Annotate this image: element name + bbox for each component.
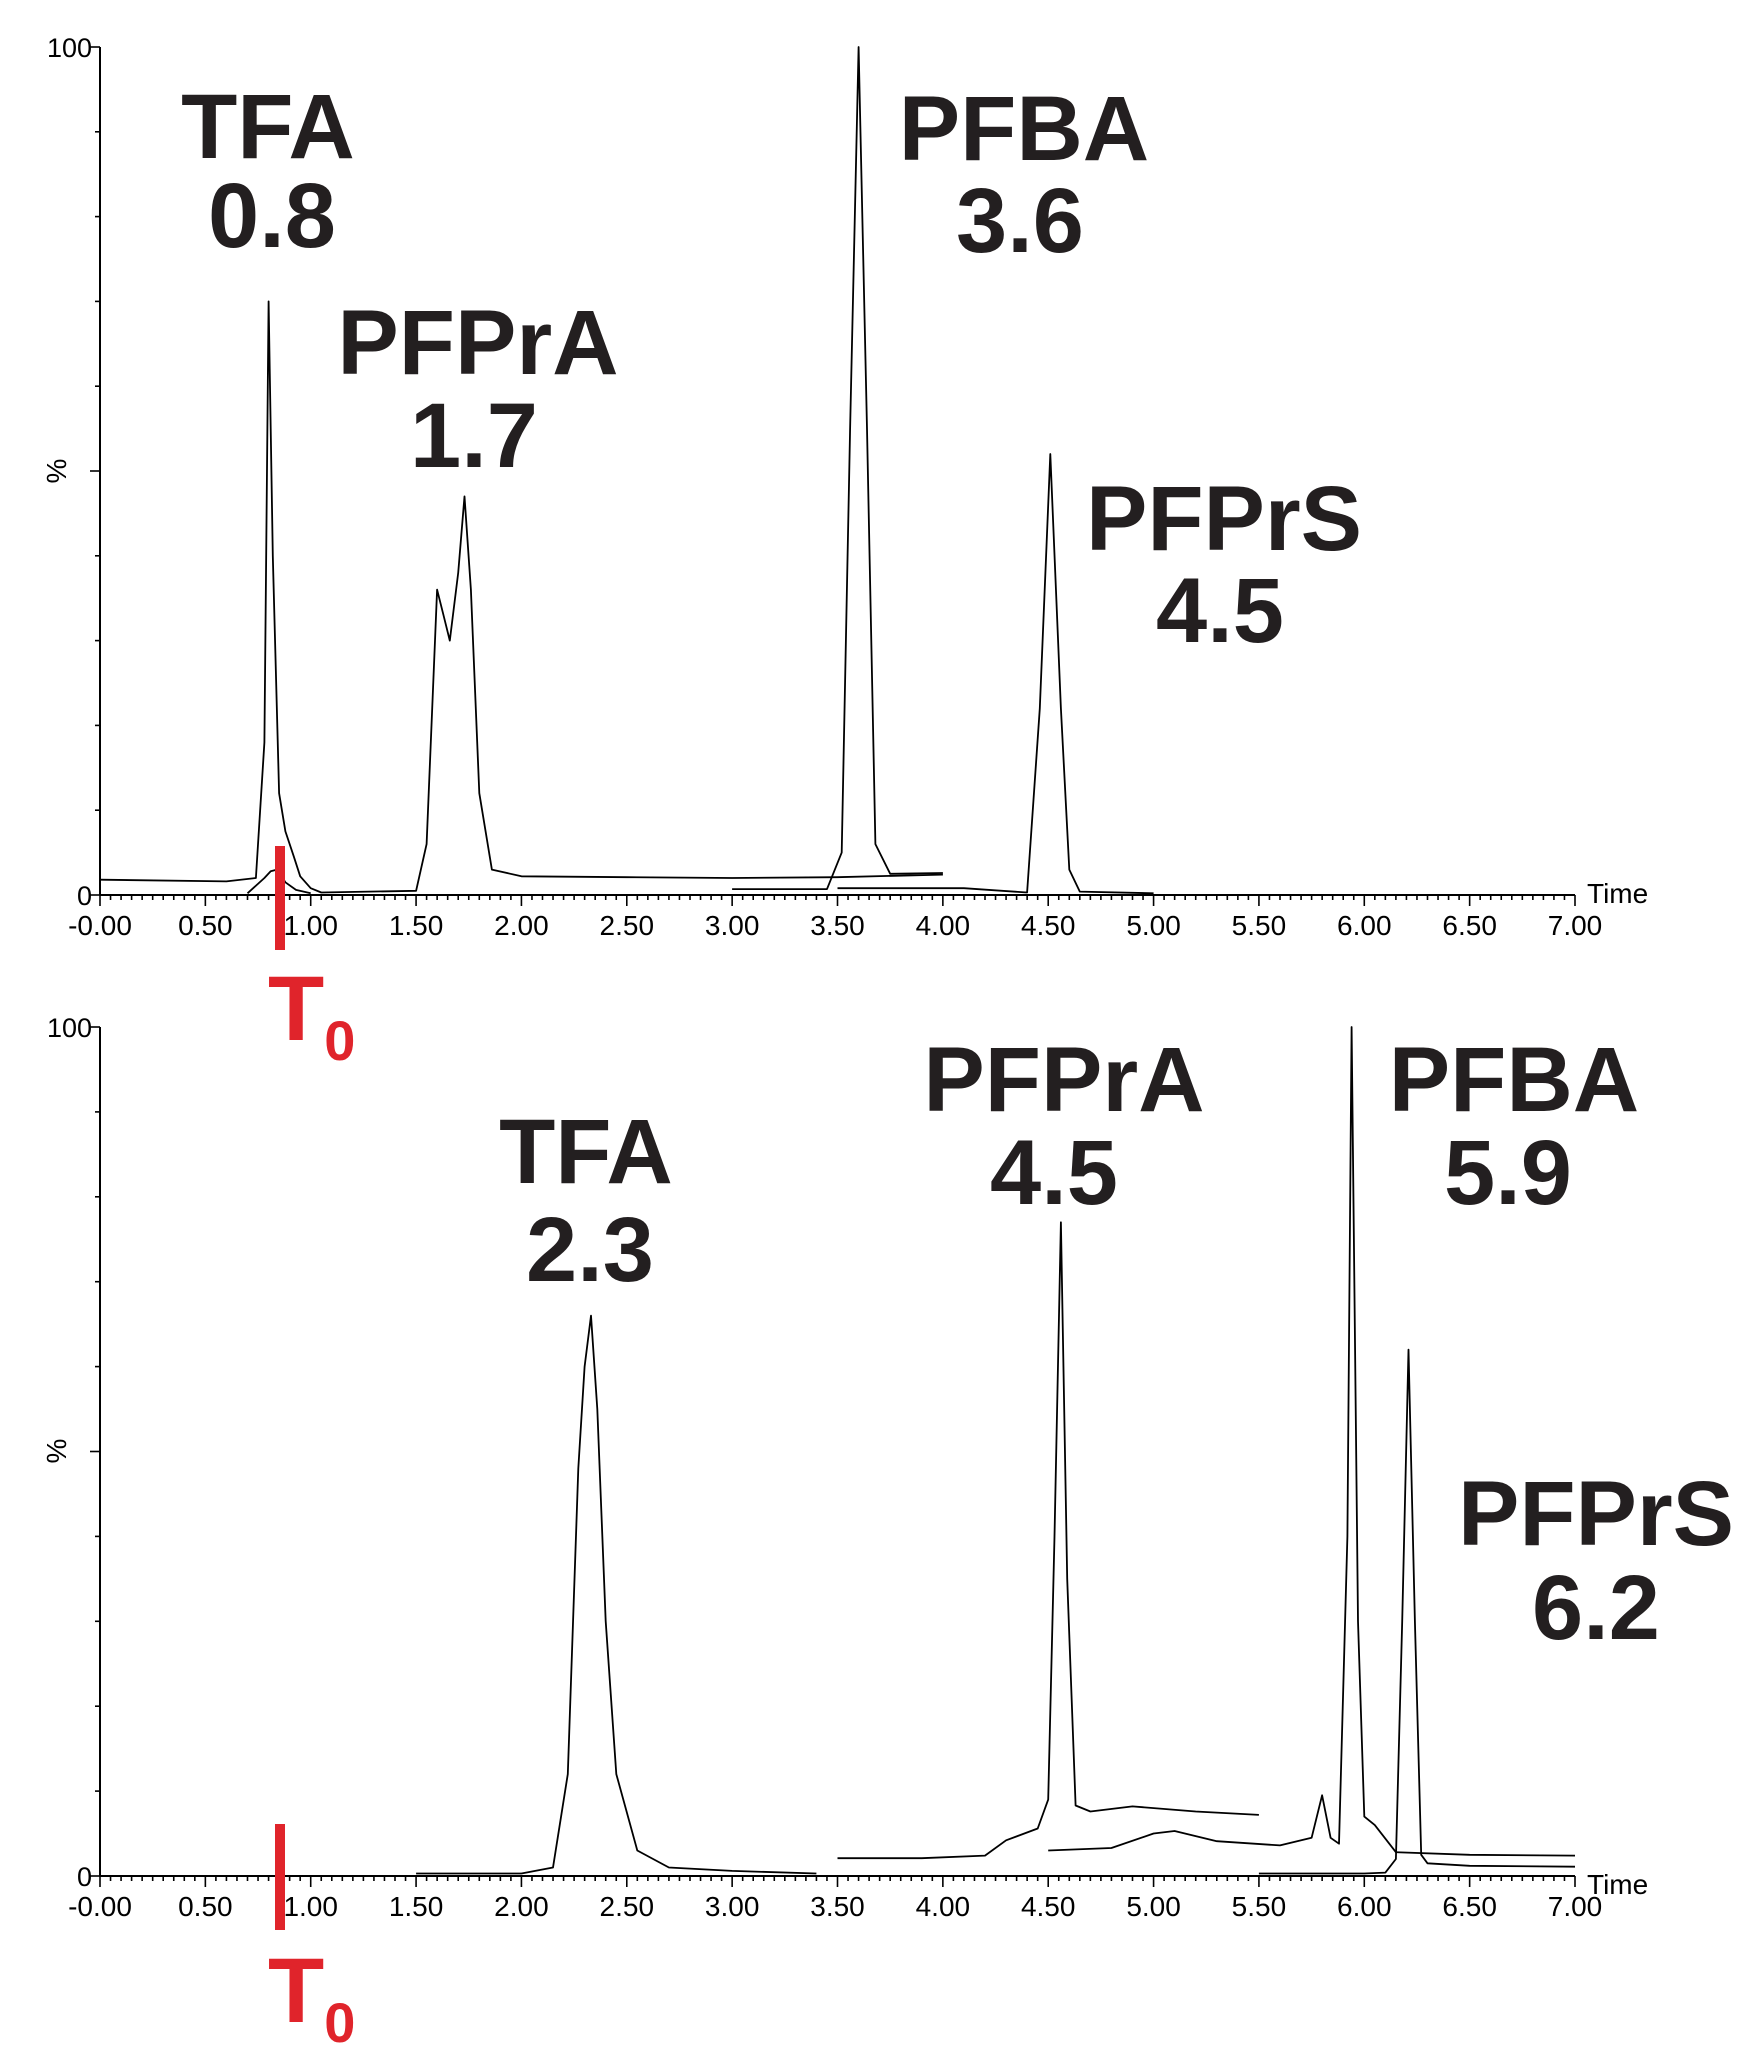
peak-rt: 5.9 (1444, 1122, 1572, 1224)
t0-marker: T0 (268, 1824, 355, 2048)
peak-name: PFPrA (923, 1029, 1204, 1131)
x-tick-label: 3.50 (810, 1891, 865, 1922)
x-tick-label: 7.00 (1548, 1891, 1603, 1922)
t0-label: T0 (268, 958, 355, 1072)
minor-ticks (109, 1876, 1566, 1881)
x-tick-label: 1.50 (389, 910, 444, 941)
x-tick-label: -0.00 (68, 1891, 132, 1922)
peak-rt: 4.5 (990, 1122, 1118, 1224)
x-tick-label: 4.50 (1021, 910, 1076, 941)
y-tick-label-zero: 0 (77, 881, 92, 911)
x-tick-label: 1.00 (283, 1891, 338, 1922)
x-tick-label: 5.50 (1232, 1891, 1287, 1922)
x-tick-label: 2.00 (494, 910, 549, 941)
x-tick-label: 2.50 (600, 1891, 655, 1922)
x-tick-label: 5.50 (1232, 910, 1287, 941)
peak-rt: 3.6 (956, 170, 1084, 272)
y-ticks (90, 1026, 100, 1877)
x-tick-label: 2.50 (600, 910, 655, 941)
peak-name: PFPrA (337, 292, 618, 394)
traces (416, 1026, 1576, 1875)
chromatogram-trace (732, 46, 943, 890)
x-tick-label: 5.00 (1126, 910, 1181, 941)
peak-labels: TFA 2.3 PFPrA 4.5 PFBA 5.9 PFPrS 6.2 (499, 1029, 1734, 1659)
traces (99, 46, 1154, 895)
x-tick-label: 5.00 (1126, 1891, 1181, 1922)
x-tick-label: 6.50 (1442, 910, 1497, 941)
y-ticks (90, 46, 100, 896)
chromatogram-trace (837, 453, 1154, 895)
y-axis-label: % (41, 1439, 72, 1464)
x-axis-label: Time (1587, 1869, 1648, 1900)
y-axis-label: % (41, 459, 72, 484)
x-axis-label: Time (1587, 878, 1648, 909)
peak-name: PFBA (1389, 1029, 1639, 1131)
peak-name: TFA (499, 1101, 673, 1203)
chromatogram-bottom: -0.00 0.50 1.00 1.50 2.00 2.50 3.00 3.50 4.00 4.5… (41, 1013, 1734, 2048)
peak-rt: 0.8 (208, 165, 336, 267)
chromatogram-top: -0.00 0.50 1.00 1.50 2.00 2.50 3.00 3.50 4.00 4.5… (41, 33, 1648, 1072)
x-tick-label: 2.00 (494, 1891, 549, 1922)
x-tick-label: 4.50 (1021, 1891, 1076, 1922)
minor-ticks (109, 895, 1566, 900)
peak-rt: 4.5 (1156, 560, 1284, 662)
x-tick-label: 0.50 (178, 1891, 233, 1922)
peak-name: TFA (181, 76, 355, 178)
x-tick-label: 6.00 (1337, 1891, 1392, 1922)
x-tick-label: 3.00 (705, 1891, 760, 1922)
chromatogram-trace (99, 300, 943, 894)
chromatogram-trace (1048, 1026, 1576, 1857)
x-tick-label: 1.50 (389, 1891, 444, 1922)
major-ticks (99, 895, 1576, 906)
x-tick-label: 4.00 (916, 910, 971, 941)
peak-rt: 6.2 (1532, 1557, 1660, 1659)
t0-marker: T0 (268, 846, 355, 1072)
x-tick-label: -0.00 (68, 910, 132, 941)
chromatogram-trace (1258, 1348, 1576, 1875)
x-tick-label: 0.50 (178, 910, 233, 941)
x-tick-label: 6.50 (1442, 1891, 1497, 1922)
y-tick-label-top: 100 (47, 1013, 92, 1043)
chromatogram-trace (416, 1314, 817, 1875)
x-tick-labels: -0.00 0.50 1.00 1.50 2.00 2.50 3.00 3.50 4.00 4.5… (68, 1891, 1602, 1922)
t0-label: T0 (268, 1940, 355, 2048)
peak-labels: TFA 0.8 PFPrA 1.7 PFBA 3.6 PFPrS 4.5 (181, 76, 1362, 662)
peak-rt: 2.3 (526, 1199, 654, 1301)
x-tick-label: 6.00 (1337, 910, 1392, 941)
peak-rt: 1.7 (410, 385, 538, 487)
major-ticks (99, 1876, 1576, 1887)
x-tick-label: 3.00 (705, 910, 760, 941)
chromatogram-trace (837, 1221, 1259, 1860)
y-tick-label-zero: 0 (77, 1862, 92, 1892)
x-tick-label: 7.00 (1548, 910, 1603, 941)
y-tick-label-top: 100 (47, 33, 92, 63)
peak-name: PFBA (899, 78, 1149, 180)
x-tick-label: 4.00 (916, 1891, 971, 1922)
x-tick-labels: -0.00 0.50 1.00 1.50 2.00 2.50 3.00 3.50 4.00 4.5… (68, 910, 1602, 941)
peak-name: PFPrS (1458, 1463, 1734, 1565)
x-tick-label: 3.50 (810, 910, 865, 941)
peak-name: PFPrS (1086, 468, 1362, 570)
x-tick-label: 1.00 (283, 910, 338, 941)
